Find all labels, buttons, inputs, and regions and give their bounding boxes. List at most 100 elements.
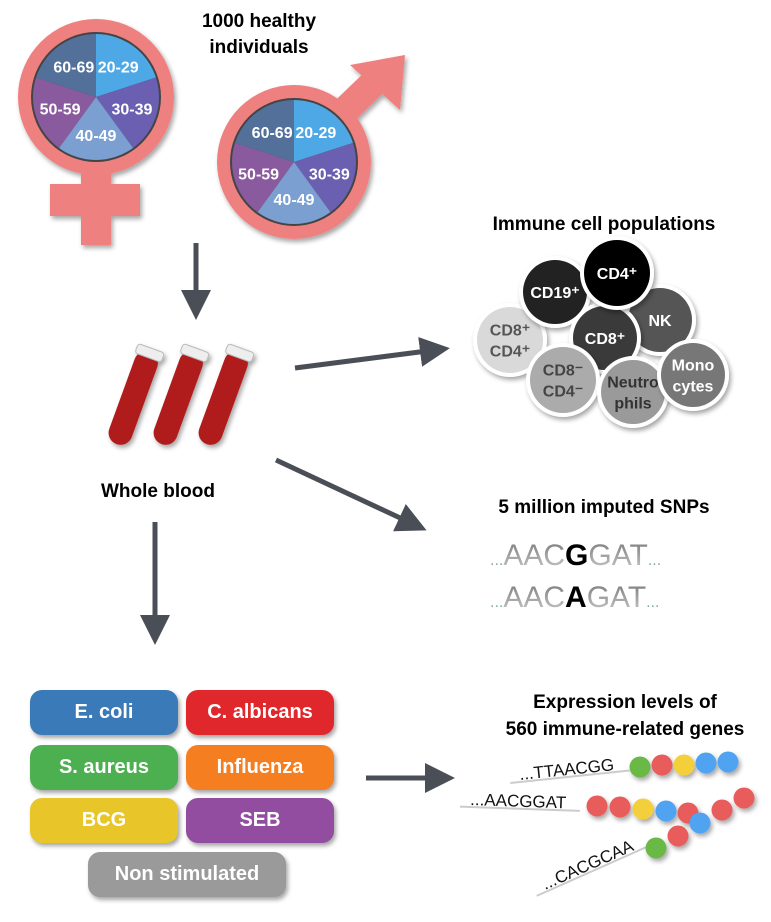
snp-seq: ... — [648, 552, 661, 569]
snp-seq: ... — [490, 594, 503, 611]
immune-cell-cluster: CD8⁺ CD4⁺ CD19⁺ NK CD8⁺ CD4⁺ CD8⁻ CD4⁻ Neutro phi… — [473, 236, 729, 428]
expression-bead — [586, 795, 608, 817]
female-slice-label: 30-39 — [111, 102, 152, 119]
male-slice-40-49 — [257, 162, 331, 225]
immune-cells-title: Immune cell populations — [493, 214, 716, 235]
snp-row: ...AACAGAT... — [490, 581, 660, 614]
blood-tubes-icon — [108, 343, 255, 445]
age-pie-male: 20-29 30-39 40-49 50-59 60-69 — [230, 98, 358, 226]
expression-row: ...AACGGAT — [459, 790, 580, 812]
female-slice-40-49 — [58, 97, 134, 160]
female-slice-label: 60-69 — [53, 59, 94, 76]
snp-seq: ... — [646, 594, 659, 611]
expression-bead — [733, 787, 755, 809]
female-slice-label: 20-29 — [98, 59, 139, 76]
cell-label: Neutro — [607, 375, 659, 392]
male-slice-30-39 — [294, 142, 357, 213]
stimulus-influenza: Influenza — [186, 745, 334, 790]
snp-seq: AAC — [503, 539, 565, 572]
expression-bead — [717, 751, 739, 773]
arrow-right-icon — [294, 337, 450, 371]
cell-circle — [661, 343, 725, 407]
male-slice-20-29 — [294, 100, 353, 162]
cell-label: phils — [614, 396, 651, 413]
expression-row: ...TTAACGG — [510, 755, 630, 785]
female-slice-20-29 — [96, 34, 156, 97]
cell-label: Mono — [672, 358, 715, 375]
male-slice-label: 60-69 — [252, 125, 293, 142]
male-slice-50-59 — [232, 142, 294, 213]
stimulus-non-stimulated: Non stimulated — [88, 852, 286, 897]
male-slice-label: 30-39 — [309, 166, 350, 183]
immune-cell: CD19⁺ — [519, 256, 591, 328]
female-slice-30-39 — [96, 77, 159, 148]
cell-label: CD8⁺ — [490, 323, 530, 340]
expression-bead — [651, 754, 673, 776]
gene-sequence: ...CACGCAA — [539, 836, 637, 894]
female-slice-label: 40-49 — [76, 128, 117, 145]
stimulus-s-aureus: S. aureus — [30, 745, 178, 790]
expression-row: ...CACGCAA — [536, 836, 647, 897]
expression-bead — [655, 800, 677, 822]
cell-label: NK — [648, 313, 672, 330]
cell-label: CD19⁺ — [530, 285, 579, 302]
expression-title-line-2: 560 immune-related genes — [506, 719, 745, 740]
male-slice-60-69 — [235, 99, 294, 162]
snp-seq: GAT — [587, 581, 646, 614]
female-slice-60-69 — [36, 34, 96, 97]
snp-seq: AAC — [503, 581, 565, 614]
immune-cell: CD4⁺ — [580, 236, 654, 310]
snp-seq: GAT — [588, 539, 647, 572]
expression-bead — [645, 837, 667, 859]
female-slice-50-59 — [33, 77, 96, 148]
snp-row: ...AACGGAT... — [490, 539, 661, 572]
title-line-1: 1000 healthy — [202, 11, 316, 32]
age-pie-female: 20-29 30-39 40-49 50-59 60-69 — [31, 32, 161, 162]
cell-label: cytes — [673, 379, 714, 396]
stimulus-bcg: BCG — [30, 798, 178, 843]
cell-label: CD4⁺ — [490, 344, 530, 361]
immune-cell: CD8⁺ CD4⁺ — [473, 303, 547, 377]
expression-bead — [629, 756, 651, 778]
cell-circle — [523, 260, 587, 324]
snp-allele: G — [565, 539, 588, 572]
snps-title: 5 million imputed SNPs — [498, 497, 709, 518]
cell-circle — [477, 307, 543, 373]
cell-circle — [628, 288, 692, 352]
expression-bead — [711, 799, 733, 821]
expression-bead — [695, 752, 717, 774]
cell-circle — [530, 347, 596, 413]
cell-label: CD4⁻ — [543, 384, 583, 401]
title-line-2: individuals — [209, 37, 308, 58]
male-slice-label: 50-59 — [238, 166, 279, 183]
expression-bead — [667, 825, 689, 847]
whole-blood-label: Whole blood — [101, 481, 215, 502]
immune-cell: NK — [624, 284, 696, 356]
expression-title-line-1: Expression levels of — [533, 692, 717, 713]
cell-label: CD8⁺ — [585, 331, 625, 348]
immune-cell: Mono cytes — [657, 339, 729, 411]
expression-beads: ...TTAACGG ...AACGGAT ...CACGCAA — [459, 751, 755, 897]
male-slice-label: 40-49 — [274, 192, 315, 209]
expression-bead — [689, 812, 711, 834]
gene-sequence: ...TTAACGG — [518, 755, 615, 784]
gene-sequence: ...AACGGAT — [470, 790, 567, 812]
male-slice-label: 20-29 — [295, 125, 336, 142]
expression-bead — [673, 754, 695, 776]
arrow-right-icon — [274, 457, 427, 532]
expression-bead — [609, 796, 631, 818]
cell-circle — [601, 360, 665, 424]
snp-seq: ... — [490, 552, 503, 569]
stimulus-seb: SEB — [186, 798, 334, 843]
stimulus-c-albicans: C. albicans — [186, 690, 334, 735]
stimulus-e-coli: E. coli — [30, 690, 178, 735]
cell-circle — [584, 240, 650, 306]
immune-cell: Neutro phils — [597, 356, 669, 428]
cell-label: CD8⁻ — [543, 363, 583, 380]
snp-sequences: ...AACGGAT......AACAGAT... — [490, 539, 661, 614]
female-slice-label: 50-59 — [40, 102, 81, 119]
immune-cell: CD8⁻ CD4⁻ — [526, 343, 600, 417]
expression-bead — [632, 798, 654, 820]
cell-label: CD4⁺ — [597, 266, 637, 283]
